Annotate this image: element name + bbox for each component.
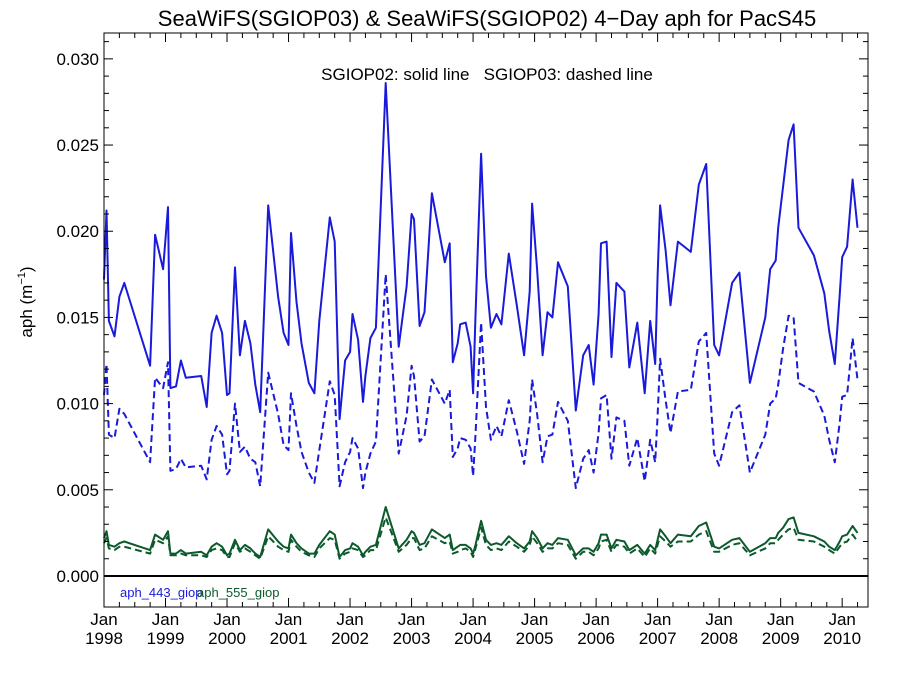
y-axis-label-tail: ) bbox=[17, 266, 36, 272]
y-tick-label-2: 0.010 bbox=[56, 395, 99, 414]
y-tick-label-5: 0.025 bbox=[56, 136, 99, 155]
chart-subtitle: SGIOP02: solid line SGIOP03: dashed line bbox=[321, 65, 653, 84]
series-line-0 bbox=[103, 82, 859, 421]
y-tick-label-3: 0.015 bbox=[56, 308, 99, 327]
legend-item-aph-443: aph_443_giop bbox=[120, 585, 202, 600]
x-tick-month-10: Jan bbox=[705, 610, 732, 629]
x-tick-year-9: 2007 bbox=[639, 629, 677, 648]
x-tick-year-2: 2000 bbox=[208, 629, 246, 648]
plot-frame bbox=[103, 32, 869, 608]
x-tick-year-1: 1999 bbox=[147, 629, 185, 648]
legend-item-aph-555: aph_555_giop bbox=[197, 585, 279, 600]
series-line-2 bbox=[103, 506, 859, 558]
gridless-plot-area: 0.0000.0050.0100.0150.0200.0250.030Jan19… bbox=[56, 32, 869, 648]
x-tick-month-4: Jan bbox=[336, 610, 363, 629]
x-tick-month-12: Jan bbox=[828, 610, 855, 629]
x-tick-year-11: 2009 bbox=[762, 629, 800, 648]
y-tick-label-4: 0.020 bbox=[56, 222, 99, 241]
x-tick-month-6: Jan bbox=[459, 610, 486, 629]
axis-layer: 0.0000.0050.0100.0150.0200.0250.030Jan19… bbox=[56, 33, 868, 648]
x-tick-year-8: 2006 bbox=[577, 629, 615, 648]
x-tick-year-10: 2008 bbox=[700, 629, 738, 648]
x-tick-month-8: Jan bbox=[582, 610, 609, 629]
y-axis-label-superscript: −1 bbox=[16, 272, 28, 285]
y-axis-label-main: aph (m bbox=[17, 285, 36, 338]
y-tick-label-6: 0.030 bbox=[56, 50, 99, 69]
x-tick-month-2: Jan bbox=[213, 610, 240, 629]
x-tick-year-12: 2010 bbox=[823, 629, 861, 648]
x-tick-year-4: 2002 bbox=[331, 629, 369, 648]
y-axis-label: aph (m−1) bbox=[16, 266, 36, 337]
series-line-3 bbox=[103, 516, 859, 560]
x-tick-year-7: 2005 bbox=[516, 629, 554, 648]
series-layer bbox=[103, 82, 859, 560]
x-tick-month-0: Jan bbox=[90, 610, 117, 629]
x-tick-year-0: 1998 bbox=[85, 629, 123, 648]
chart-title: SeaWiFS(SGIOP03) & SeaWiFS(SGIOP02) 4−Da… bbox=[158, 6, 816, 31]
x-tick-month-1: Jan bbox=[152, 610, 179, 629]
x-tick-month-3: Jan bbox=[275, 610, 302, 629]
x-tick-month-11: Jan bbox=[767, 610, 794, 629]
x-tick-year-5: 2003 bbox=[393, 629, 431, 648]
x-tick-year-3: 2001 bbox=[270, 629, 308, 648]
y-tick-label-1: 0.005 bbox=[56, 481, 99, 500]
x-tick-month-5: Jan bbox=[398, 610, 425, 629]
y-tick-label-0: 0.000 bbox=[56, 567, 99, 586]
x-tick-month-7: Jan bbox=[521, 610, 548, 629]
x-tick-year-6: 2004 bbox=[454, 629, 492, 648]
series-line-1 bbox=[103, 273, 859, 490]
x-tick-month-9: Jan bbox=[644, 610, 671, 629]
